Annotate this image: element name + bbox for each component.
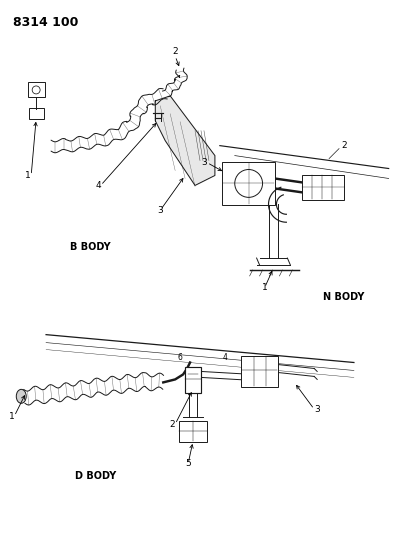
Text: 3: 3 [201,158,207,167]
FancyBboxPatch shape [29,108,43,119]
Text: 6: 6 [178,352,183,361]
Text: B BODY: B BODY [71,242,111,252]
Text: 4: 4 [95,181,101,190]
FancyBboxPatch shape [302,175,344,200]
FancyBboxPatch shape [28,83,45,98]
Text: 2: 2 [341,141,347,150]
Text: 3: 3 [157,206,163,215]
FancyBboxPatch shape [179,421,207,441]
Text: 4: 4 [222,352,227,361]
Polygon shape [155,96,215,185]
Ellipse shape [16,389,26,403]
FancyBboxPatch shape [185,367,201,393]
Text: 5: 5 [185,459,191,469]
Text: 2: 2 [172,47,178,56]
Text: D BODY: D BODY [75,471,117,481]
Text: 1: 1 [262,284,267,293]
Text: 1: 1 [8,411,14,421]
FancyBboxPatch shape [222,162,275,205]
Text: 3: 3 [314,405,320,414]
Text: N BODY: N BODY [323,292,365,302]
Text: 2: 2 [170,419,175,429]
FancyBboxPatch shape [241,356,278,387]
Text: 1: 1 [26,171,31,180]
Text: 8314 100: 8314 100 [13,17,79,29]
